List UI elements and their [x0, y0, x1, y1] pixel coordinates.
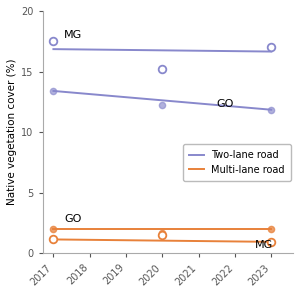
Text: GO: GO: [64, 214, 82, 224]
Text: MG: MG: [64, 30, 83, 40]
Legend: Two-lane road, Multi-lane road: Two-lane road, Multi-lane road: [183, 144, 291, 181]
Text: MG: MG: [255, 240, 273, 250]
Text: GO: GO: [217, 99, 234, 109]
Y-axis label: Native vegetation cover (%): Native vegetation cover (%): [7, 59, 17, 206]
